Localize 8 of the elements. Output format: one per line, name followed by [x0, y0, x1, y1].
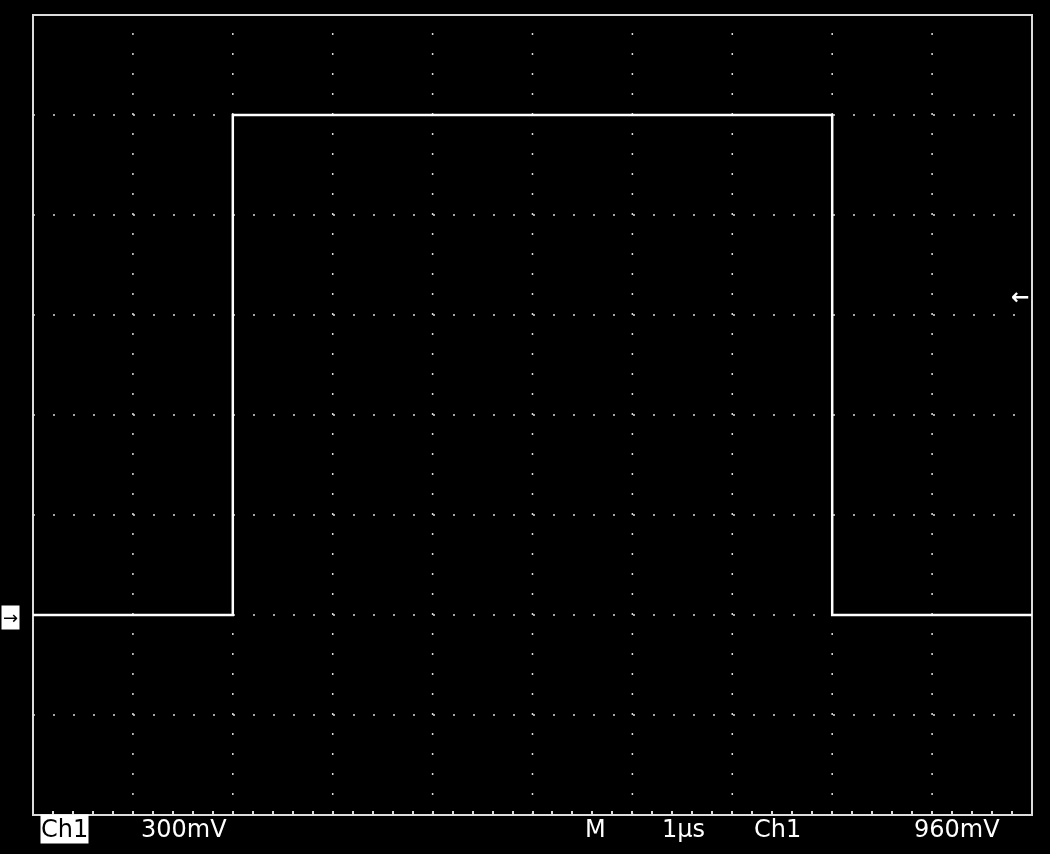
text: Ch1	[41, 815, 89, 843]
annotation: ←	[1011, 284, 1030, 309]
text: 1µs	[662, 815, 706, 843]
text: 960mV	[914, 815, 1001, 843]
text: 300mV	[141, 815, 228, 843]
text: Ch1	[754, 815, 802, 843]
text: →	[3, 607, 19, 628]
text: M	[585, 815, 606, 843]
